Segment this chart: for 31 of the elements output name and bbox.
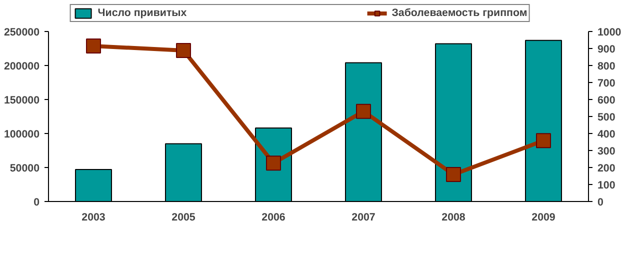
point bbox=[536, 133, 551, 148]
y-tick-label: 100000 bbox=[4, 128, 40, 140]
x-tick-label: 2003 bbox=[82, 212, 106, 224]
y-tick-label: 200000 bbox=[4, 60, 40, 72]
legend-label: Число привитых bbox=[98, 7, 187, 19]
y2-tick-label: 100 bbox=[598, 180, 616, 192]
y-tick-label: 0 bbox=[34, 196, 40, 208]
x-tick-label: 2007 bbox=[352, 212, 376, 224]
y2-tick-label: 800 bbox=[598, 60, 616, 72]
y2-tick-label: 700 bbox=[598, 78, 616, 90]
point bbox=[356, 104, 371, 119]
point bbox=[176, 43, 191, 58]
y2-tick-label: 500 bbox=[598, 112, 616, 124]
point bbox=[266, 156, 281, 171]
x-tick-label: 2005 bbox=[172, 212, 196, 224]
y2-tick-label: 1000 bbox=[598, 26, 622, 38]
x-tick-label: 2008 bbox=[442, 212, 466, 224]
y-tick-label: 50000 bbox=[10, 162, 40, 174]
y2-tick-label: 300 bbox=[598, 146, 616, 158]
y2-tick-label: 0 bbox=[598, 196, 604, 208]
x-tick-label: 2009 bbox=[532, 212, 556, 224]
y-tick-label: 150000 bbox=[4, 94, 40, 106]
y2-tick-label: 400 bbox=[598, 128, 616, 140]
y2-tick-label: 200 bbox=[598, 162, 616, 174]
x-tick-label: 2006 bbox=[262, 212, 286, 224]
y-tick-label: 250000 bbox=[4, 26, 40, 38]
y2-tick-label: 600 bbox=[598, 94, 616, 106]
legend-label: Заболеваемость гриппом bbox=[392, 7, 528, 19]
point bbox=[446, 166, 461, 182]
point bbox=[86, 38, 101, 54]
y2-tick-label: 900 bbox=[598, 44, 616, 56]
